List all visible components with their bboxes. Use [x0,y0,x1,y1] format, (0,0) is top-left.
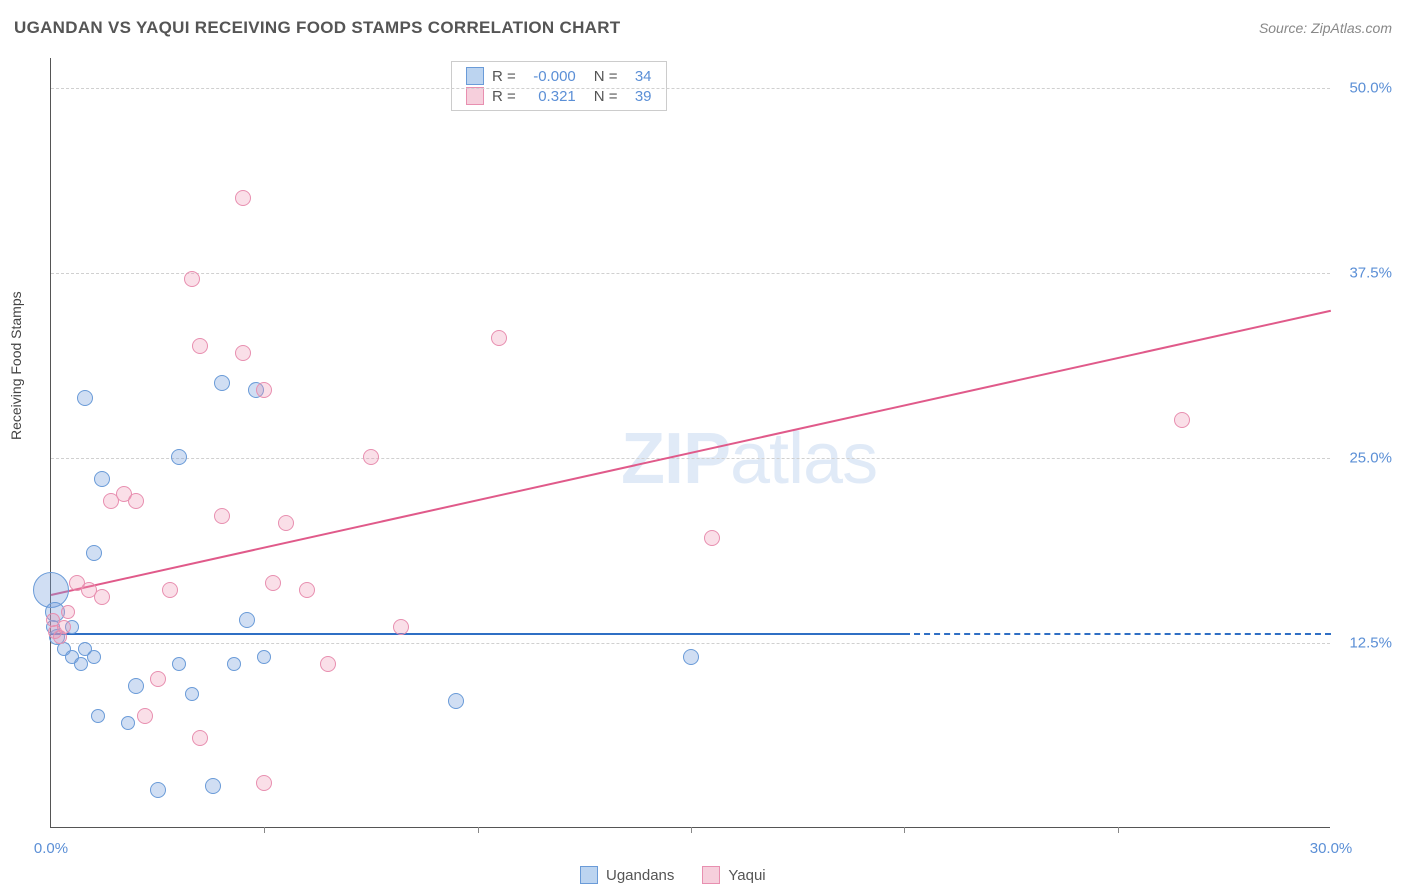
bottom-legend: Ugandans Yaqui [580,866,766,884]
data-point [162,582,178,598]
stats-row: R = 0.321 N = 39 [466,86,652,106]
grid-line [51,643,1330,644]
r-label: R = [492,88,516,105]
chart-title: UGANDAN VS YAQUI RECEIVING FOOD STAMPS C… [14,18,621,38]
data-point [185,687,199,701]
data-point [393,619,409,635]
data-point [256,775,272,791]
n-value: 39 [626,88,652,105]
x-tick-label: 0.0% [34,840,68,857]
legend-swatch [702,866,720,884]
stats-row: R = -0.000 N = 34 [466,66,652,86]
legend-item: Yaqui [702,866,765,884]
data-point [57,620,71,634]
x-tick-mark [264,827,265,833]
y-tick-label: 12.5% [1349,634,1392,651]
data-point [704,530,720,546]
grid-line [51,88,1330,89]
data-point [491,330,507,346]
r-value: -0.000 [524,68,576,85]
trend-line [51,633,904,635]
data-point [121,716,135,730]
watermark-zip: ZIP [621,419,730,499]
grid-line [51,273,1330,274]
data-point [256,382,272,398]
n-value: 34 [626,68,652,85]
legend-swatch [580,866,598,884]
data-point [94,589,110,605]
data-point [265,575,281,591]
data-point [205,778,221,794]
x-tick-label: 30.0% [1310,840,1353,857]
x-tick-mark [904,827,905,833]
data-point [363,449,379,465]
data-point [128,493,144,509]
data-point [171,449,187,465]
n-label: N = [594,68,618,85]
y-tick-label: 37.5% [1349,264,1392,281]
data-point [94,471,110,487]
data-point [172,657,186,671]
data-point [214,508,230,524]
data-point [74,657,88,671]
data-point [683,649,699,665]
plot-area: ZIPatlas R =-0.000N =34R =0.321N =39 12.… [50,58,1330,828]
data-point [150,782,166,798]
trend-line [904,633,1331,635]
y-tick-label: 25.0% [1349,449,1392,466]
stats-legend: R = -0.000 N = 34 R = 0.321 N = 39 [451,61,667,111]
legend-swatch [466,87,484,105]
r-label: R = [492,68,516,85]
data-point [150,671,166,687]
data-point [299,582,315,598]
data-point [192,730,208,746]
data-point [192,338,208,354]
data-point [235,190,251,206]
data-point [320,656,336,672]
data-point [235,345,251,361]
data-point [128,678,144,694]
watermark-atlas: atlas [730,419,877,499]
data-point [86,545,102,561]
data-point [91,709,105,723]
data-point [278,515,294,531]
x-tick-mark [478,827,479,833]
data-point [1174,412,1190,428]
legend-label: Ugandans [606,867,674,884]
x-tick-mark [1118,827,1119,833]
x-tick-mark [691,827,692,833]
n-label: N = [594,88,618,105]
data-point [61,605,75,619]
data-point [137,708,153,724]
title-bar: UGANDAN VS YAQUI RECEIVING FOOD STAMPS C… [14,18,1392,38]
legend-label: Yaqui [728,867,765,884]
r-value: 0.321 [524,88,576,105]
legend-item: Ugandans [580,866,674,884]
data-point [184,271,200,287]
legend-swatch [466,67,484,85]
y-axis-label: Receiving Food Stamps [8,291,24,440]
data-point [214,375,230,391]
grid-line [51,458,1330,459]
data-point [77,390,93,406]
source-label: Source: ZipAtlas.com [1259,20,1392,36]
data-point [257,650,271,664]
data-point [227,657,241,671]
y-tick-label: 50.0% [1349,79,1392,96]
data-point [239,612,255,628]
data-point [87,650,101,664]
data-point [448,693,464,709]
chart-container: UGANDAN VS YAQUI RECEIVING FOOD STAMPS C… [0,0,1406,892]
